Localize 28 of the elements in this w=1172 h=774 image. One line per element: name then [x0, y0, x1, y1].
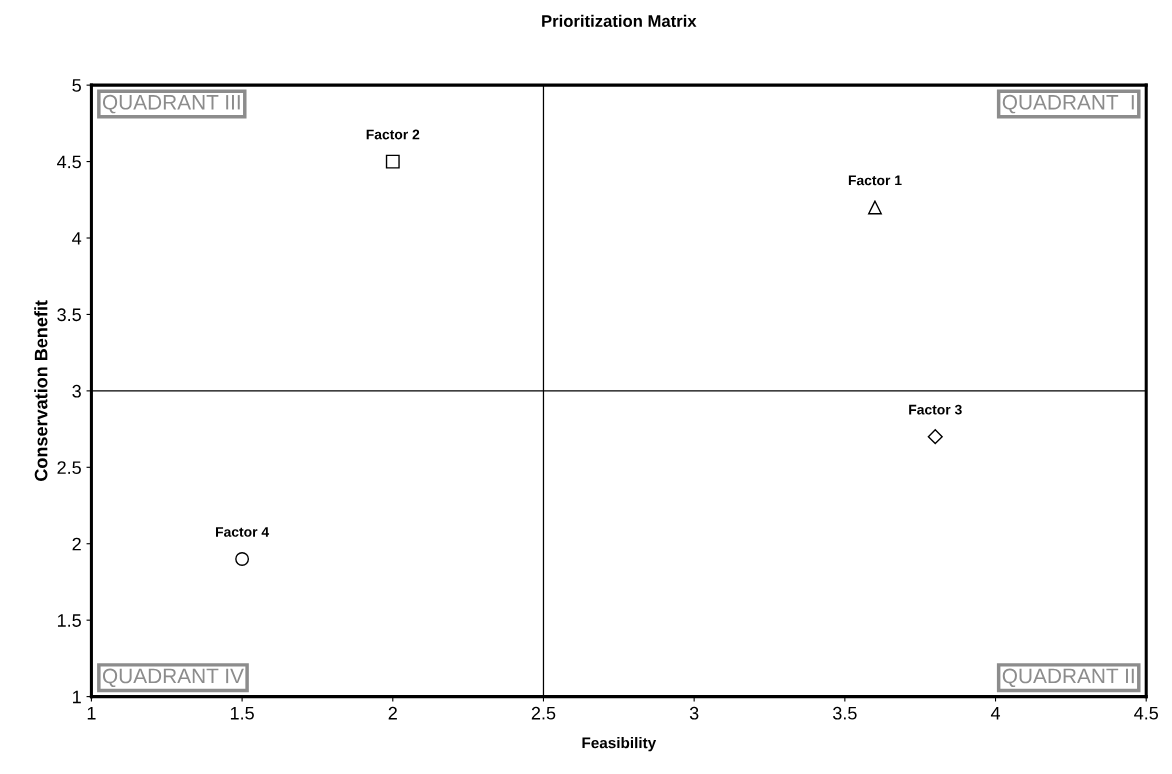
x-tick-label: 2.5 [531, 706, 556, 720]
series-label: Factor 3 [909, 404, 962, 415]
chart-title: Prioritization Matrix [542, 14, 697, 27]
annotation: QUADRANT III [102, 94, 240, 114]
x-tick-label: 1.5 [230, 706, 254, 720]
annotation: QUADRANT I [1002, 94, 1134, 114]
y-tick-label: 2 [72, 537, 81, 551]
y-tick-label: 1 [73, 690, 81, 704]
series-label: Factor 2 [366, 129, 420, 140]
series-label: Factor 1 [848, 175, 902, 186]
y-tick-label: 3 [72, 384, 81, 398]
y-axis-title: Conservation Benefit [34, 300, 48, 481]
x-tick-label: 3.5 [832, 706, 857, 720]
annotation: QUADRANT II [1002, 668, 1134, 688]
annotation: QUADRANT IV [102, 668, 244, 688]
y-tick-label: 4.5 [57, 155, 81, 169]
y-tick-label: 3.5 [57, 308, 81, 322]
series-label: Factor 4 [216, 527, 270, 537]
x-tick-label: 3 [689, 706, 699, 720]
x-tick-label: 4 [990, 706, 1001, 720]
y-tick-label: 4 [72, 232, 82, 245]
x-tick-label: 1 [87, 706, 96, 720]
y-tick-label: 5 [72, 79, 81, 92]
x-axis-title: Feasibility [582, 737, 657, 752]
y-tick-label: 1.5 [57, 614, 81, 627]
x-tick-label: 4.5 [1134, 706, 1159, 720]
y-tick-label: 2.5 [57, 461, 81, 475]
x-tick-label: 2 [388, 706, 397, 720]
